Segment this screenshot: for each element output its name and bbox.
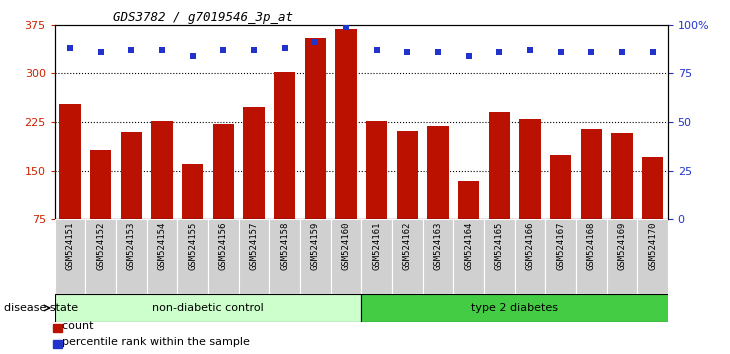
Bar — [59, 104, 81, 268]
FancyBboxPatch shape — [55, 294, 361, 322]
Point — [585, 49, 597, 55]
Text: GSM524160: GSM524160 — [342, 222, 350, 270]
Point — [310, 40, 321, 45]
Text: non-diabetic control: non-diabetic control — [152, 303, 264, 313]
Text: GSM524168: GSM524168 — [587, 222, 596, 270]
Point — [402, 49, 413, 55]
Text: GSM524167: GSM524167 — [556, 222, 565, 270]
Point — [64, 45, 76, 51]
Text: type 2 diabetes: type 2 diabetes — [471, 303, 558, 313]
Text: GSM524153: GSM524153 — [127, 222, 136, 270]
FancyBboxPatch shape — [515, 219, 545, 294]
Bar — [243, 107, 265, 268]
FancyBboxPatch shape — [208, 219, 239, 294]
Text: count: count — [55, 321, 93, 331]
Text: GSM524164: GSM524164 — [464, 222, 473, 270]
FancyBboxPatch shape — [147, 219, 177, 294]
Text: percentile rank within the sample: percentile rank within the sample — [55, 337, 250, 347]
Point — [279, 45, 291, 51]
Point — [156, 47, 168, 53]
Text: GSM524165: GSM524165 — [495, 222, 504, 270]
Point — [555, 49, 566, 55]
Bar — [458, 181, 480, 268]
Bar — [335, 29, 357, 268]
Text: GSM524155: GSM524155 — [188, 222, 197, 270]
FancyBboxPatch shape — [637, 219, 668, 294]
Bar — [182, 164, 204, 268]
Point — [432, 49, 444, 55]
FancyBboxPatch shape — [607, 219, 637, 294]
Text: GSM524152: GSM524152 — [96, 222, 105, 270]
FancyBboxPatch shape — [484, 219, 515, 294]
Text: GSM524161: GSM524161 — [372, 222, 381, 270]
Bar — [396, 131, 418, 268]
Point — [371, 47, 383, 53]
FancyBboxPatch shape — [545, 219, 576, 294]
Bar — [427, 126, 449, 268]
Point — [340, 24, 352, 29]
FancyBboxPatch shape — [116, 219, 147, 294]
Bar — [488, 113, 510, 268]
Bar — [642, 156, 664, 268]
Text: GSM524166: GSM524166 — [526, 222, 534, 270]
Bar — [120, 132, 142, 268]
FancyBboxPatch shape — [177, 219, 208, 294]
Text: GSM524151: GSM524151 — [66, 222, 74, 270]
Text: GSM524169: GSM524169 — [618, 222, 626, 270]
Point — [126, 47, 137, 53]
Bar — [304, 38, 326, 268]
Text: GSM524163: GSM524163 — [434, 222, 442, 270]
Text: GSM524154: GSM524154 — [158, 222, 166, 270]
Bar — [580, 129, 602, 268]
FancyBboxPatch shape — [239, 219, 269, 294]
Text: GSM524156: GSM524156 — [219, 222, 228, 270]
FancyBboxPatch shape — [361, 294, 730, 322]
Point — [463, 53, 474, 59]
Text: disease state: disease state — [4, 303, 78, 313]
FancyBboxPatch shape — [423, 219, 453, 294]
Text: GDS3782 / g7019546_3p_at: GDS3782 / g7019546_3p_at — [113, 11, 293, 24]
Bar — [90, 150, 112, 268]
Bar — [274, 72, 296, 268]
Point — [524, 47, 536, 53]
FancyBboxPatch shape — [453, 219, 484, 294]
Text: GSM524158: GSM524158 — [280, 222, 289, 270]
FancyBboxPatch shape — [392, 219, 423, 294]
Bar — [519, 119, 541, 268]
FancyBboxPatch shape — [55, 219, 85, 294]
Text: GSM524162: GSM524162 — [403, 222, 412, 270]
Bar — [550, 155, 572, 268]
Text: GSM524159: GSM524159 — [311, 222, 320, 270]
FancyBboxPatch shape — [269, 219, 300, 294]
Text: GSM524170: GSM524170 — [648, 222, 657, 270]
Point — [493, 49, 505, 55]
Point — [218, 47, 229, 53]
FancyBboxPatch shape — [576, 219, 607, 294]
Bar — [212, 124, 234, 268]
Point — [248, 47, 260, 53]
FancyBboxPatch shape — [300, 219, 331, 294]
Point — [616, 49, 628, 55]
Bar — [151, 121, 173, 268]
Point — [647, 49, 658, 55]
Text: GSM524157: GSM524157 — [250, 222, 258, 270]
Point — [187, 53, 199, 59]
FancyBboxPatch shape — [85, 219, 116, 294]
FancyBboxPatch shape — [331, 219, 361, 294]
FancyBboxPatch shape — [361, 219, 392, 294]
Point — [95, 49, 107, 55]
Bar — [366, 121, 388, 268]
Bar — [611, 133, 633, 268]
